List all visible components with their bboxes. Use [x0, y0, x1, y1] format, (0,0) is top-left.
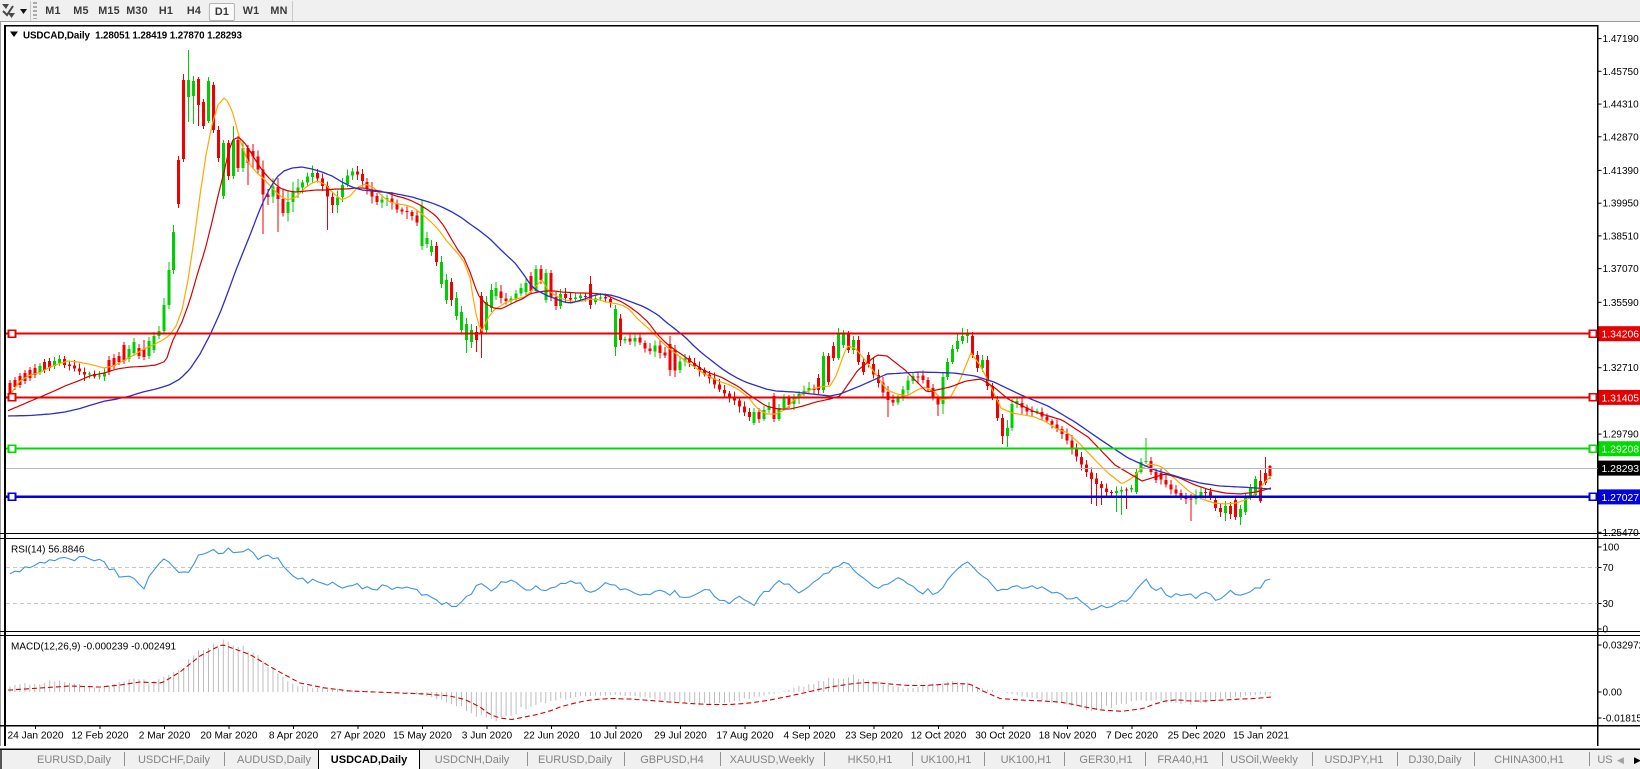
svg-text:1.27027: 1.27027: [1602, 493, 1640, 504]
svg-text:1.37070: 1.37070: [1603, 264, 1640, 275]
svg-text:0.00: 0.00: [1603, 688, 1623, 699]
svg-text:1.29790: 1.29790: [1603, 430, 1640, 441]
svg-text:70: 70: [1603, 563, 1615, 574]
svg-text:12 Oct 2020: 12 Oct 2020: [911, 731, 967, 742]
svg-text:27 Apr 2020: 27 Apr 2020: [331, 731, 386, 742]
svg-text:1.29208: 1.29208: [1602, 445, 1640, 456]
svg-text:2 Mar 2020: 2 Mar 2020: [139, 731, 191, 742]
svg-text:1.47190: 1.47190: [1603, 34, 1640, 45]
svg-text:12 Feb 2020: 12 Feb 2020: [71, 731, 129, 742]
svg-text:10 Jul 2020: 10 Jul 2020: [590, 731, 643, 742]
svg-text:23 Sep 2020: 23 Sep 2020: [845, 731, 903, 742]
svg-text:1.35590: 1.35590: [1603, 298, 1640, 309]
svg-text:8 Apr 2020: 8 Apr 2020: [269, 731, 319, 742]
svg-text:0: 0: [1603, 625, 1609, 636]
svg-text:15 May 2020: 15 May 2020: [393, 731, 452, 742]
svg-text:29 Jul 2020: 29 Jul 2020: [654, 731, 707, 742]
svg-text:1.34206: 1.34206: [1602, 330, 1640, 341]
svg-text:24 Jan 2020: 24 Jan 2020: [7, 731, 63, 742]
svg-text:30 Oct 2020: 30 Oct 2020: [975, 731, 1031, 742]
svg-text:17 Aug 2020: 17 Aug 2020: [716, 731, 774, 742]
svg-text:USDCAD,Daily 1.28051 1.28419: USDCAD,Daily 1.28051 1.28419 1.27870 1.2…: [23, 31, 242, 42]
svg-text:0.032972: 0.032972: [1603, 641, 1640, 652]
svg-text:1.32710: 1.32710: [1603, 363, 1640, 374]
svg-text:30: 30: [1603, 599, 1615, 610]
svg-text:-0.018154: -0.018154: [1603, 714, 1640, 725]
svg-text:1.42870: 1.42870: [1603, 132, 1640, 143]
svg-text:1.39950: 1.39950: [1603, 199, 1640, 210]
svg-text:1.44310: 1.44310: [1603, 100, 1640, 111]
svg-text:22 Jun 2020: 22 Jun 2020: [523, 731, 579, 742]
svg-text:1.41390: 1.41390: [1603, 166, 1640, 177]
svg-text:1.31405: 1.31405: [1602, 393, 1640, 404]
svg-text:MACD(12,26,9) -0.000239 -0.002: MACD(12,26,9) -0.000239 -0.002491: [11, 642, 177, 653]
svg-text:7 Dec 2020: 7 Dec 2020: [1106, 731, 1158, 742]
svg-text:4 Sep 2020: 4 Sep 2020: [783, 731, 835, 742]
svg-text:RSI(14) 56.8846: RSI(14) 56.8846: [11, 545, 85, 556]
svg-text:1.25470: 1.25470: [1603, 528, 1640, 539]
svg-text:25 Dec 2020: 25 Dec 2020: [1168, 731, 1226, 742]
svg-text:1.28293: 1.28293: [1602, 464, 1640, 475]
svg-text:18 Nov 2020: 18 Nov 2020: [1039, 731, 1097, 742]
svg-text:100: 100: [1603, 543, 1620, 554]
svg-text:20 Mar 2020: 20 Mar 2020: [200, 731, 258, 742]
svg-text:3 Jun 2020: 3 Jun 2020: [462, 731, 513, 742]
svg-text:1.38510: 1.38510: [1603, 231, 1640, 242]
svg-text:15 Jan 2021: 15 Jan 2021: [1233, 731, 1289, 742]
svg-text:1.45750: 1.45750: [1603, 67, 1640, 78]
